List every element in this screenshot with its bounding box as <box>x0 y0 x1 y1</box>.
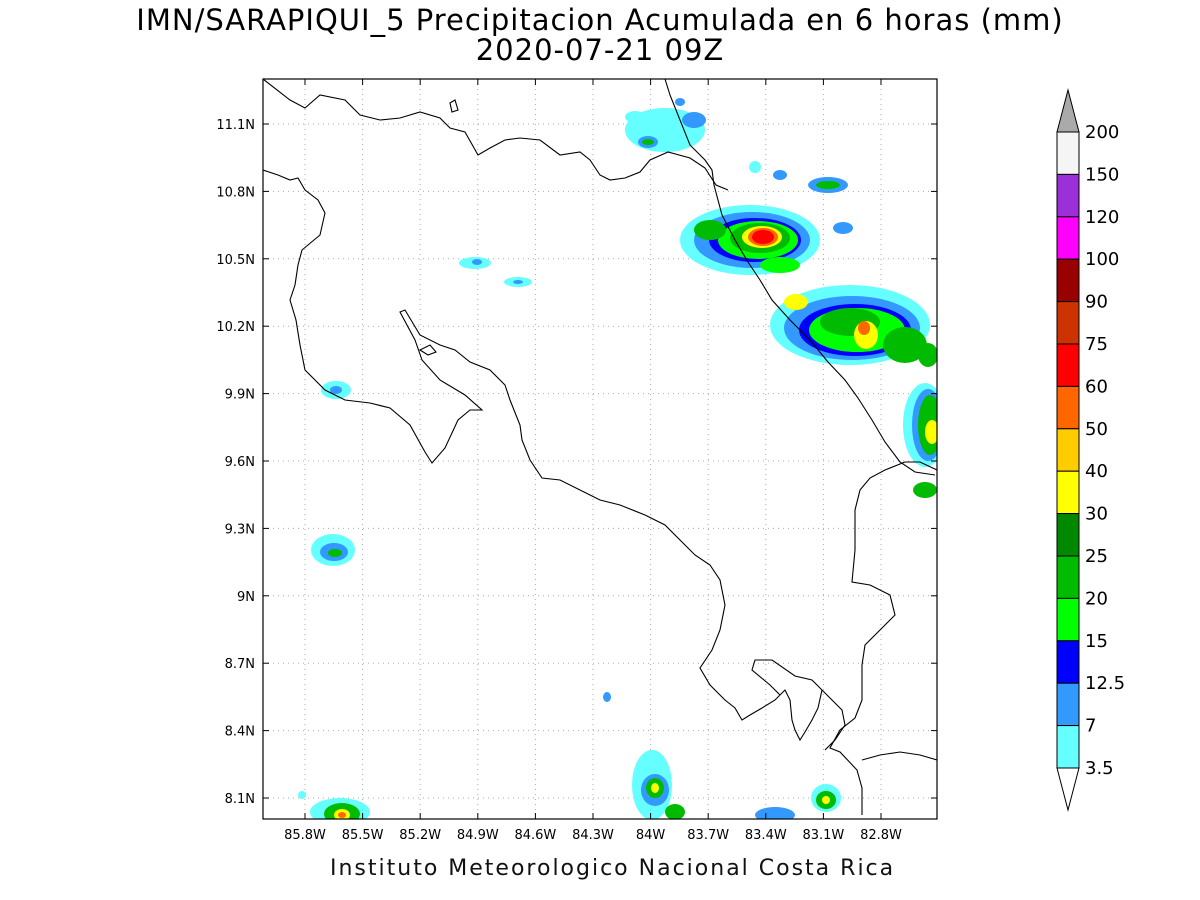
lat-label: 8.1N <box>225 792 255 807</box>
colorbar-swatch <box>1056 258 1080 303</box>
precip-cell-ne-main <box>680 205 820 275</box>
colorbar-bottom-arrow <box>1056 767 1080 812</box>
nicaragua-coast-north <box>664 79 723 216</box>
precip-cell-east-edge <box>903 343 937 498</box>
colorbar-label: 3.5 <box>1085 758 1114 779</box>
colorbar: 200 150 120 100 90 75 60 50 40 30 25 20 15 12.5 7 3.5 <box>1056 88 1125 812</box>
map-subtitle: 2020-07-21 09Z <box>475 33 725 67</box>
lat-label: 9.3N <box>225 522 255 537</box>
lon-label: 84.3W <box>572 828 614 843</box>
colorbar-label: 12.5 <box>1085 673 1125 694</box>
precip-cell-southwest <box>311 534 611 702</box>
nicaragua-border <box>263 79 729 191</box>
gulf-nicoya-island <box>418 344 437 356</box>
footer-credit: Instituto Meteorologico Nacional Costa R… <box>330 856 896 881</box>
coastline-borders <box>263 79 937 815</box>
precip-cell-north <box>625 98 853 234</box>
colorbar-swatch <box>1056 428 1080 472</box>
pacific-coast <box>263 169 823 742</box>
colorbar-swatch <box>1056 597 1080 642</box>
axis-ticks <box>263 79 937 819</box>
lon-label: 83.7W <box>687 828 729 843</box>
lon-label: 84.9W <box>457 828 499 843</box>
lat-label: 9.9N <box>225 388 255 403</box>
colorbar-label: 40 <box>1085 461 1108 482</box>
colorbar-label: 90 <box>1085 292 1108 313</box>
caribbean-coast <box>721 214 936 476</box>
panama-pacific-coast <box>861 751 937 761</box>
map-title: IMN/SARAPIQUI_5 Precipitacion Acumulada … <box>136 3 1064 37</box>
lat-label: 11.1N <box>216 118 255 133</box>
lon-label: 84W <box>636 828 666 843</box>
colorbar-label: 150 <box>1085 164 1119 185</box>
colorbar-swatch <box>1056 725 1080 769</box>
lon-label: 83.4W <box>745 828 787 843</box>
plot-frame <box>262 78 938 820</box>
colorbar-swatch <box>1056 216 1080 260</box>
lat-label: 10.8N <box>216 185 255 200</box>
southeast-coast <box>821 689 846 751</box>
lat-label: 10.5N <box>216 253 255 268</box>
colorbar-swatch <box>1056 131 1080 175</box>
precipitation-areas <box>298 98 937 819</box>
lon-label: 85.2W <box>399 828 441 843</box>
colorbar-swatch <box>1056 301 1080 345</box>
colorbar-label: 120 <box>1085 207 1119 228</box>
lat-label: 9N <box>237 590 255 605</box>
precip-cell-south <box>298 750 841 819</box>
colorbar-swatch <box>1056 343 1080 387</box>
grid-lines <box>263 79 937 819</box>
colorbar-swatch <box>1056 682 1080 727</box>
colorbar-swatch <box>1056 385 1080 430</box>
lat-label: 10.2N <box>216 320 255 335</box>
colorbar-swatch <box>1056 640 1080 684</box>
lon-label: 82.8W <box>860 828 902 843</box>
lon-label: 84.6W <box>514 828 556 843</box>
lon-label: 85.8W <box>284 828 326 843</box>
lon-label: 85.5W <box>342 828 384 843</box>
colorbar-label: 60 <box>1085 376 1108 397</box>
colorbar-label: 200 <box>1085 122 1119 143</box>
colorbar-top-arrow <box>1056 88 1080 133</box>
longitude-labels: 85.8W 85.5W 85.2W 84.9W 84.6W 84.3W 84W 83.7W 83… <box>284 828 902 843</box>
lake-nicaragua-islet <box>449 99 459 113</box>
colorbar-label: 100 <box>1085 249 1119 270</box>
panama-border <box>829 461 937 815</box>
colorbar-swatch <box>1056 470 1080 515</box>
precip-cell-ne-coast <box>770 285 930 365</box>
colorbar-swatch <box>1056 513 1080 557</box>
colorbar-label: 25 <box>1085 546 1108 567</box>
colorbar-label: 75 <box>1085 334 1108 355</box>
lon-label: 83.1W <box>802 828 844 843</box>
colorbar-label: 30 <box>1085 504 1108 525</box>
colorbar-swatch <box>1056 555 1080 599</box>
colorbar-swatch <box>1056 173 1080 218</box>
lat-label: 9.6N <box>225 455 255 470</box>
lat-label: 8.7N <box>225 657 255 672</box>
colorbar-label: 15 <box>1085 631 1108 652</box>
precip-cell-central <box>321 257 532 399</box>
colorbar-label: 7 <box>1085 716 1096 737</box>
colorbar-label: 50 <box>1085 419 1108 440</box>
latitude-labels: 11.1N 10.8N 10.5N 10.2N 9.9N 9.6N 9.3N 9N 8.7N 8.… <box>216 118 255 807</box>
lat-label: 8.4N <box>225 725 255 740</box>
colorbar-label: 20 <box>1085 588 1108 609</box>
